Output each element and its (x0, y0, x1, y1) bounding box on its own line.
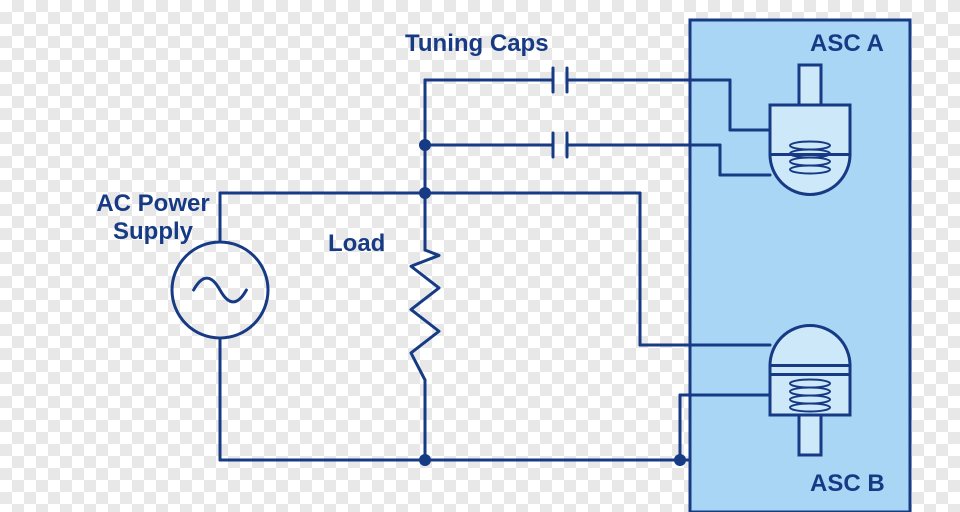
label-asc-a: ASC A (810, 30, 884, 58)
label-asc-b: ASC B (810, 470, 885, 498)
label-load: Load (328, 230, 385, 258)
label-tuning-caps: Tuning Caps (405, 30, 549, 58)
label-ac-power-supply: AC Power Supply (58, 190, 248, 246)
circuit-diagram (0, 0, 960, 512)
label-ac-line2: Supply (58, 218, 248, 246)
label-ac-line1: AC Power (58, 190, 248, 218)
